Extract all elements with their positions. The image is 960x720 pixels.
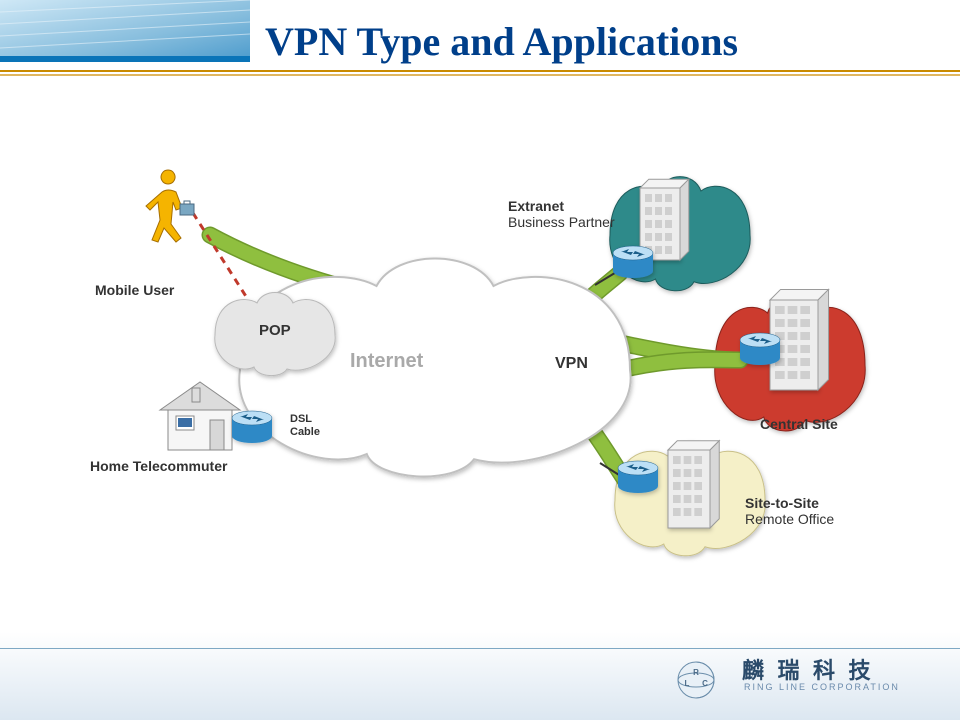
footer-company-zh: 麟 瑞 科 技 xyxy=(742,653,875,685)
diagram-label-1: Central Site xyxy=(760,416,838,432)
diagram-label-3: Mobile User xyxy=(95,282,174,298)
pop-label: POP xyxy=(259,322,291,339)
footer-logo-icon: R L C xyxy=(674,658,718,702)
svg-text:L: L xyxy=(685,679,690,688)
diagram-label-2: Site-to-SiteRemote Office xyxy=(745,495,834,527)
router-1 xyxy=(740,333,780,365)
title-rule-1 xyxy=(0,70,960,72)
home-icon xyxy=(160,382,240,450)
diagram-label-5: DSLCable xyxy=(290,413,320,438)
footer-rule xyxy=(0,648,960,649)
diagram-label-4: Home Telecommuter xyxy=(90,458,227,474)
router-0 xyxy=(613,246,653,278)
svg-text:C: C xyxy=(702,679,708,688)
title-rule-2 xyxy=(0,74,960,76)
footer-company-en: RING LINE CORPORATION xyxy=(744,682,900,692)
page-title: VPN Type and Applications xyxy=(265,18,738,65)
network-diagram xyxy=(0,80,960,680)
svg-text:R: R xyxy=(693,668,699,677)
vpn-label: VPN xyxy=(555,355,588,373)
top-decor xyxy=(0,0,250,90)
internet-label: Internet xyxy=(350,350,423,373)
router-3 xyxy=(232,411,272,443)
building-2 xyxy=(668,441,719,528)
mobile-user-icon xyxy=(146,170,194,242)
router-2 xyxy=(618,461,658,493)
diagram-label-0: ExtranetBusiness Partner xyxy=(508,198,615,230)
